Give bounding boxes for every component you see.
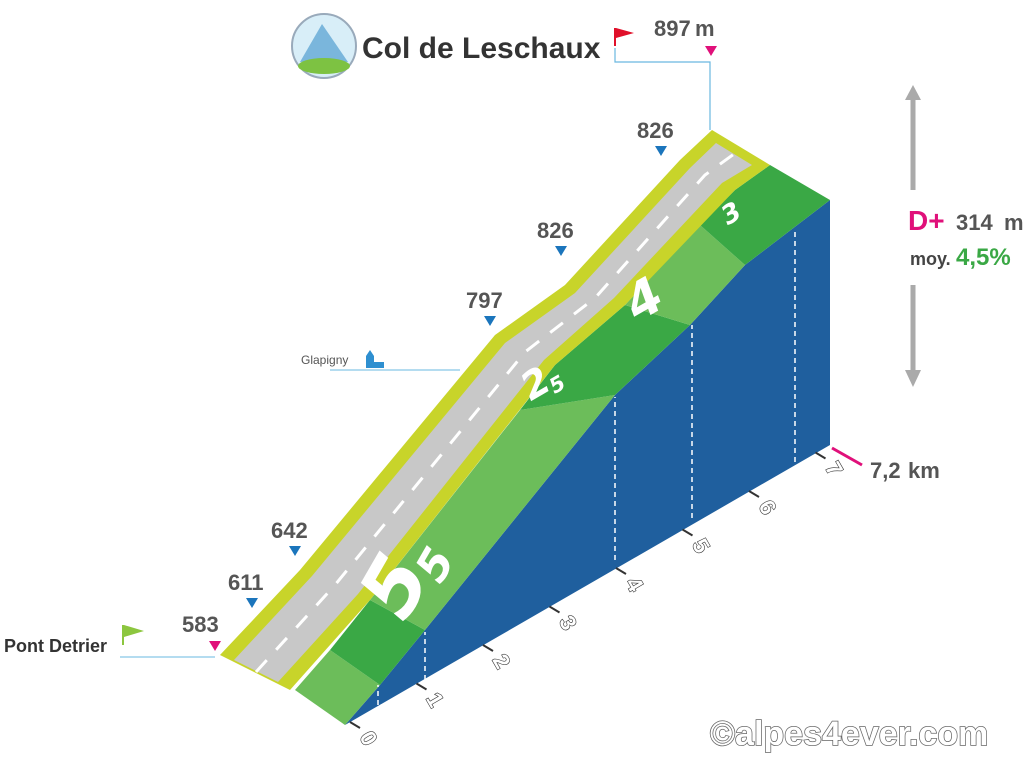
leader bbox=[614, 48, 711, 130]
gain-unit: m bbox=[1004, 210, 1024, 235]
km-label: 1 bbox=[421, 688, 449, 711]
km-lines bbox=[377, 230, 796, 705]
km-label: 7 bbox=[820, 457, 848, 480]
marker bbox=[246, 598, 258, 608]
km-label: 4 bbox=[621, 573, 649, 597]
km-tick bbox=[415, 682, 428, 691]
side-face bbox=[345, 200, 830, 725]
km-label: 6 bbox=[754, 496, 782, 519]
marker bbox=[655, 146, 667, 156]
avg-label: moy. bbox=[910, 249, 951, 269]
gain-label: D+ bbox=[908, 205, 945, 236]
gradient: 5 bbox=[189, 720, 226, 768]
marker bbox=[555, 246, 567, 256]
waypoint-altitude: 611 bbox=[228, 570, 264, 595]
segment bbox=[295, 650, 380, 725]
segment bbox=[520, 305, 690, 410]
km-label: 0 bbox=[355, 727, 383, 750]
avg: 4,5% bbox=[956, 244, 1011, 271]
arrow-head bbox=[905, 85, 921, 100]
summit-unit: m bbox=[695, 16, 715, 41]
summit-altitude: 897 bbox=[654, 16, 691, 41]
waypoint-altitude: 826 bbox=[637, 118, 674, 143]
waypoint-altitude: 797 bbox=[466, 288, 503, 313]
km-label: 2 bbox=[488, 650, 516, 673]
road bbox=[234, 143, 752, 682]
start-name: Pont Detrier bbox=[4, 636, 107, 656]
km-tick bbox=[748, 490, 760, 498]
place: Glapigny bbox=[301, 353, 348, 367]
km-label: 3 bbox=[554, 611, 582, 634]
segment bbox=[625, 225, 745, 325]
gain: 314 bbox=[956, 210, 993, 235]
marker bbox=[209, 641, 221, 651]
arrow-head bbox=[905, 370, 921, 387]
segment bbox=[370, 395, 615, 630]
end-tick bbox=[831, 446, 863, 467]
church-icon bbox=[366, 350, 384, 368]
km-label: 5 bbox=[687, 534, 715, 557]
km-tick bbox=[349, 721, 361, 729]
km-tick bbox=[814, 451, 827, 460]
waypoint-altitude: 642 bbox=[271, 518, 308, 543]
km-tick bbox=[548, 605, 561, 614]
distance-unit: km bbox=[908, 458, 940, 483]
logo-grass bbox=[298, 58, 350, 74]
flag bbox=[122, 625, 144, 645]
marker bbox=[289, 546, 301, 556]
waypoint-altitude: 826 bbox=[537, 218, 574, 243]
start-altitude: 583 bbox=[182, 612, 219, 637]
distance: 7,2 bbox=[870, 458, 901, 483]
credit: ©alpes4ever.com bbox=[710, 715, 988, 753]
marker bbox=[484, 316, 496, 326]
flag bbox=[614, 28, 634, 46]
km-tick bbox=[615, 567, 627, 575]
segment bbox=[700, 165, 830, 265]
logo-mountain bbox=[300, 24, 348, 62]
gradient-main: 5 bbox=[189, 720, 226, 768]
marker bbox=[705, 46, 717, 56]
km-tick bbox=[681, 528, 694, 537]
km-tick bbox=[482, 644, 494, 652]
title: Col de Leschaux bbox=[362, 32, 601, 65]
center-line bbox=[254, 152, 735, 674]
segment bbox=[330, 600, 425, 685]
